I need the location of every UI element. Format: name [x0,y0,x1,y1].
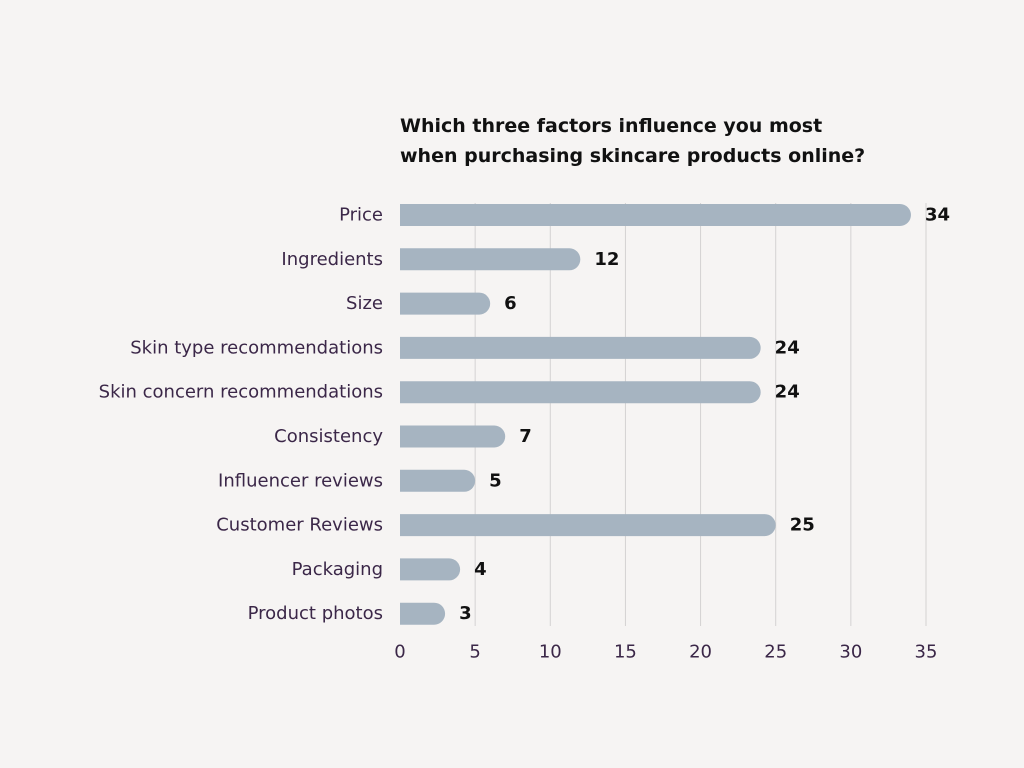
category-label: Packaging [292,559,383,580]
x-tick-label: 0 [394,642,405,663]
category-label: Price [339,205,383,226]
value-label: 7 [519,426,532,447]
value-label: 25 [790,515,815,536]
bar [400,469,476,492]
category-label: Skin type recommendations [130,337,383,358]
bar [400,425,506,448]
value-label: 12 [594,249,619,270]
bar [400,204,911,226]
category-label: Customer Reviews [216,515,383,536]
x-tick-label: 25 [764,642,787,663]
category-label: Ingredients [281,249,383,270]
x-tick-label: 35 [915,642,938,663]
value-label: 4 [474,559,487,580]
x-tick-label: 10 [539,642,562,663]
x-tick-label: 15 [614,642,637,663]
category-label: Skin concern recommendations [99,382,383,403]
value-label: 24 [775,337,800,358]
value-label: 34 [925,205,950,226]
bar [400,602,446,625]
bar [400,514,776,537]
value-label: 3 [459,603,472,624]
bar [400,558,461,581]
category-label: Size [346,293,383,314]
value-label: 5 [489,470,502,491]
chart-title-line-2: when purchasing skincare products online… [400,145,866,167]
bar [400,248,581,271]
x-tick-label: 30 [839,642,862,663]
chart-title-line-1: Which three factors influence you most [400,115,823,137]
category-label: Consistency [274,426,383,447]
bar [400,292,491,315]
category-label: Product photos [248,603,383,624]
x-tick-label: 5 [469,642,480,663]
value-label: 24 [775,382,800,403]
value-label: 6 [504,293,517,314]
bar [400,381,761,404]
category-label: Influencer reviews [218,470,383,491]
chart-title: Which three factors influence you most w… [400,111,865,171]
bar [400,336,761,359]
x-tick-label: 20 [689,642,712,663]
